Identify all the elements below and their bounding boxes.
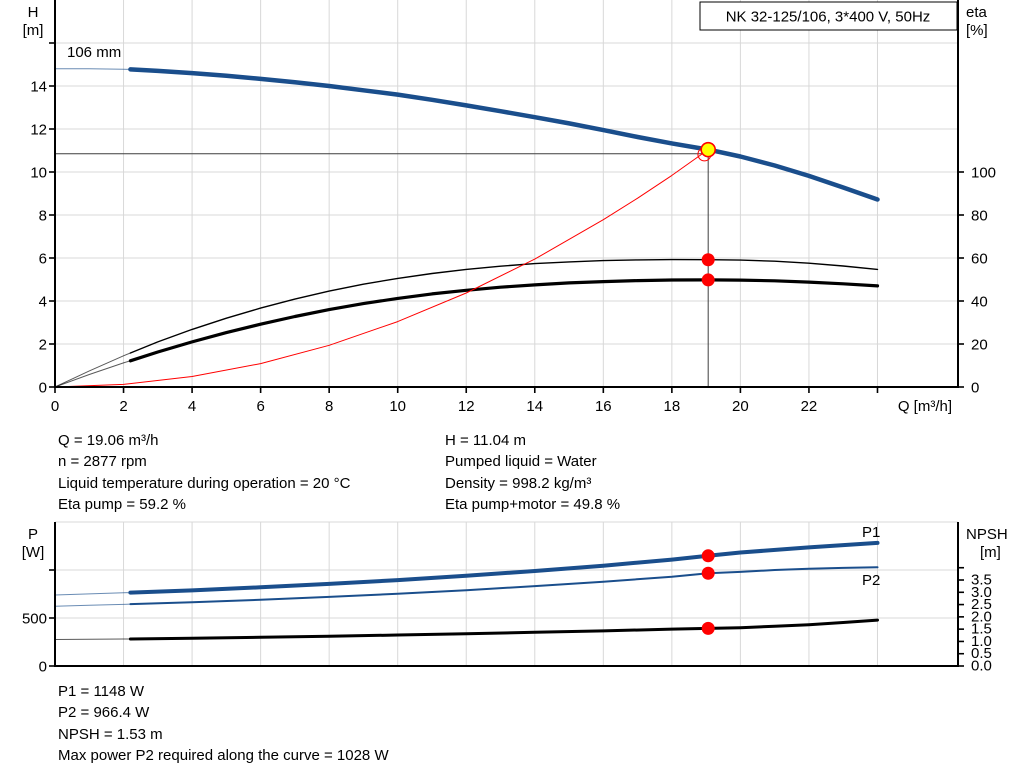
x-tick-label: 10	[389, 398, 406, 415]
info-line-h: H = 11.04 m	[445, 432, 527, 449]
y-left-axis-label: [W]	[22, 544, 45, 561]
y-right-axis-label: eta	[966, 4, 988, 21]
x-tick-label: 20	[732, 398, 749, 415]
head-curve-thin	[54, 68, 131, 70]
duty-dot	[701, 253, 715, 267]
y-right-tick-label: 100	[971, 165, 996, 182]
y-left-axis-label: [m]	[23, 22, 44, 39]
info-line-p1: P1 = 1148 W	[58, 683, 145, 700]
y-left-axis-label: P	[28, 526, 38, 543]
y-left-tick-label: 8	[39, 208, 47, 225]
y-left-tick-label: 12	[30, 122, 47, 139]
y-right-axis-label: NPSH	[966, 526, 1008, 543]
p1-curve	[128, 540, 880, 595]
x-tick-label: 18	[664, 398, 681, 415]
y-right-tick-label: 2.5	[971, 596, 992, 613]
info-line-npsh: NPSH = 1.53 m	[58, 725, 163, 743]
info-line-density: Density = 998.2 kg/m³	[445, 474, 592, 492]
x-tick-label: 14	[526, 398, 543, 415]
duty-dot	[701, 549, 715, 563]
y-right-tick-label: 0	[971, 380, 979, 397]
info-line-p2: P2 = 966.4 W	[58, 704, 150, 722]
y-left-tick-label: 2	[39, 337, 47, 354]
npsh-curve-thin	[54, 638, 131, 640]
y-left-tick-label: 14	[30, 79, 47, 96]
head-curve	[128, 67, 880, 202]
eta-pump-curve	[129, 258, 879, 354]
y-left-tick-label: 6	[39, 251, 47, 268]
x-tick-label: 0	[51, 398, 59, 415]
y-right-axis-label: [m]	[980, 544, 1001, 561]
duty-dot	[701, 273, 715, 287]
y-left-tick-label: 0	[39, 659, 47, 676]
x-tick-label: 2	[119, 398, 127, 415]
y-right-tick-label: 0.5	[971, 645, 992, 662]
y-right-tick-label: 1.0	[971, 633, 992, 650]
y-right-axis-label: [%]	[966, 22, 988, 39]
impeller-diameter-label: 106 mm	[67, 44, 121, 61]
y-right-tick-label: 20	[971, 337, 988, 354]
y-right-tick-label: 80	[971, 208, 988, 225]
y-left-axis-label: H	[28, 4, 39, 21]
duty-dot	[701, 621, 715, 635]
p1-curve-thin	[54, 592, 131, 596]
x-tick-label: 12	[458, 398, 475, 415]
y-right-tick-label: 3.0	[971, 584, 992, 601]
y-left-tick-label: 500	[22, 611, 47, 628]
y-right-tick-label: 1.5	[971, 621, 992, 638]
y-right-tick-label: 3.5	[971, 572, 992, 589]
y-right-tick-label: 2.0	[971, 608, 992, 625]
duty-dot	[701, 566, 715, 580]
p2-curve-thin	[54, 603, 131, 607]
info-line-eta-pump: Eta pump = 59.2 %	[58, 496, 186, 514]
y-left-tick-label: 4	[39, 294, 47, 311]
operating-data-left: Q = 19.06 m³/h n = 2877 rpm Liquid tempe…	[58, 430, 350, 516]
y-left-tick-label: 10	[30, 165, 47, 182]
info-line-n: n = 2877 rpm	[58, 453, 147, 471]
p1-curve-label: P1	[862, 524, 880, 541]
info-line-q: Q = 19.06 m³/h	[58, 432, 159, 449]
x-axis-label: Q [m³/h]	[898, 398, 952, 415]
y-right-tick-label: 60	[971, 251, 988, 268]
system-curve	[54, 149, 709, 388]
y-left-tick-label: 0	[39, 380, 47, 397]
y-right-tick-label: 0.0	[971, 658, 992, 675]
power-data-block: P1 = 1148 W P2 = 966.4 W NPSH = 1.53 m M…	[58, 681, 389, 767]
x-tick-label: 22	[801, 398, 818, 415]
info-line-pumped-liquid: Pumped liquid = Water	[445, 453, 597, 471]
p2-curve	[129, 566, 879, 606]
x-tick-label: 6	[256, 398, 264, 415]
eta-pump-curve-thin	[54, 352, 131, 388]
y-right-tick-label: 40	[971, 294, 988, 311]
x-tick-label: 8	[325, 398, 333, 415]
info-line-liquid-temp: Liquid temperature during operation = 20…	[58, 474, 351, 492]
chart-title-box	[699, 1, 958, 31]
operating-data-right: H = 11.04 m Pumped liquid = Water Densit…	[445, 430, 620, 516]
info-line-eta-pump-motor: Eta pump+motor = 49.8 %	[445, 496, 621, 514]
chart-title: NK 32-125/106, 3*400 V, 50Hz	[726, 9, 931, 26]
duty-point-marker	[700, 141, 716, 158]
x-tick-label: 16	[595, 398, 612, 415]
eta-pump-motor-curve	[128, 278, 880, 363]
p2-curve-label: P2	[862, 572, 880, 589]
x-tick-label: 4	[188, 398, 196, 415]
eta-pump-motor-curve-thin	[54, 360, 131, 388]
npsh-curve	[128, 618, 879, 641]
info-line-max-power: Max power P2 required along the curve = …	[58, 747, 389, 765]
